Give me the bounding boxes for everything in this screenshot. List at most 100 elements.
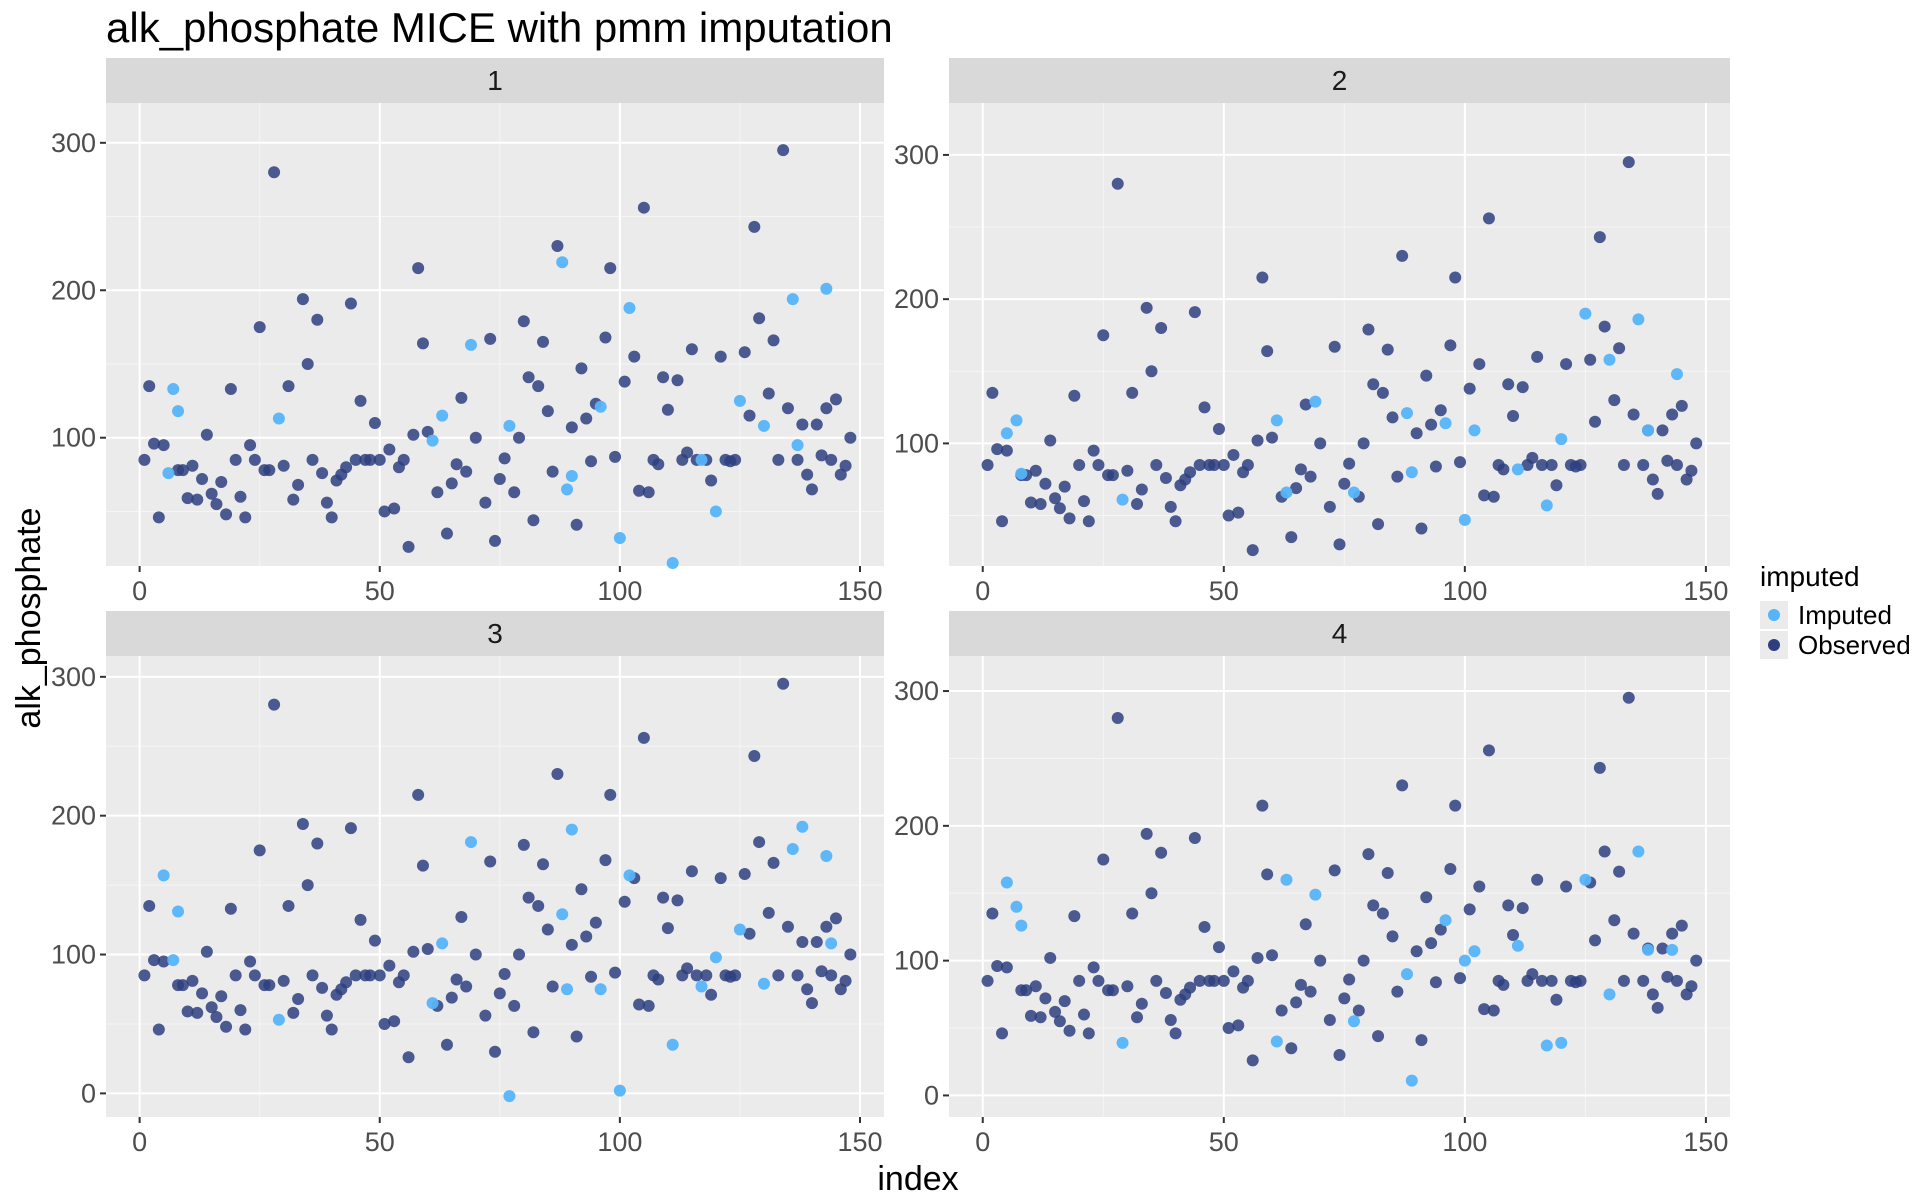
observed-point [1188, 831, 1201, 844]
imputed-point [1116, 493, 1129, 506]
observed-point [729, 453, 742, 466]
observed-point [1294, 978, 1307, 991]
observed-point [368, 934, 381, 947]
observed-point [1381, 867, 1394, 880]
observed-point [1482, 744, 1495, 757]
observed-point [996, 1027, 1009, 1040]
observed-point [416, 337, 429, 350]
observed-point [508, 486, 521, 499]
imputed-point [733, 923, 746, 936]
facet-strip-label: 4 [1332, 618, 1348, 649]
observed-point [1068, 910, 1081, 923]
observed-point [1454, 456, 1467, 469]
observed-point [1266, 431, 1279, 444]
observed-point [767, 856, 780, 869]
observed-point [316, 981, 329, 994]
observed-point [1574, 974, 1587, 987]
observed-point [1232, 506, 1245, 519]
imputed-point [556, 256, 569, 269]
observed-point [729, 969, 742, 982]
observed-point [1150, 459, 1163, 472]
observed-point [349, 453, 362, 466]
imputed-point [1015, 467, 1028, 480]
observed-point [455, 911, 468, 924]
observed-point [263, 464, 276, 477]
observed-point [421, 425, 434, 438]
legend-imputed-dot [1768, 609, 1780, 621]
observed-point [1381, 343, 1394, 356]
observed-point [1637, 974, 1650, 987]
observed-point [489, 534, 501, 547]
observed-point [1082, 515, 1095, 528]
observed-point [469, 431, 482, 444]
observed-point [1169, 515, 1182, 528]
observed-point [220, 508, 233, 521]
observed-point [1425, 418, 1438, 431]
observed-point [637, 731, 650, 744]
observed-point [1135, 483, 1148, 496]
observed-point [1454, 972, 1467, 985]
observed-point [1478, 489, 1491, 502]
observed-point [378, 505, 391, 518]
observed-point [224, 902, 237, 915]
observed-point [469, 948, 482, 961]
observed-point [138, 969, 151, 982]
imputed-point [757, 977, 770, 990]
observed-point [1502, 378, 1515, 391]
observed-point [1627, 927, 1640, 940]
observed-point [1261, 868, 1274, 881]
observed-point [479, 496, 492, 509]
observed-point [1169, 1027, 1182, 1040]
observed-point [1044, 434, 1057, 447]
observed-point [1208, 974, 1221, 987]
observed-point [282, 899, 295, 912]
observed-point [239, 511, 252, 524]
observed-point [825, 969, 838, 982]
observed-point [1367, 378, 1380, 391]
observed-point [1140, 827, 1153, 840]
observed-point [450, 973, 463, 986]
observed-point [1323, 500, 1336, 513]
observed-point [657, 891, 670, 904]
facet-panel-1: 1 0 50 100 150 100 200 300 [51, 58, 884, 606]
imputed-point [436, 409, 449, 422]
imputed-point [1632, 845, 1645, 858]
observed-point [1338, 477, 1351, 490]
imputed-point [167, 383, 180, 396]
x-tick-label: 150 [837, 576, 882, 606]
y-tick-label: 200 [51, 801, 96, 831]
y-tick-label: 100 [51, 940, 96, 970]
imputed-point [1603, 353, 1616, 366]
observed-point [1343, 457, 1356, 470]
chart-title: alk_phosphate MICE with pmm imputation [106, 4, 893, 51]
observed-point [1574, 459, 1587, 472]
observed-point [157, 955, 170, 968]
observed-point [777, 144, 790, 157]
observed-point [1126, 386, 1139, 399]
observed-point [1097, 329, 1110, 342]
imputed-point [623, 301, 636, 314]
observed-point [186, 459, 199, 472]
observed-point [1261, 345, 1274, 358]
observed-point [1000, 444, 1013, 457]
observed-point [772, 453, 785, 466]
observed-point [1362, 848, 1375, 861]
observed-point [1111, 712, 1124, 725]
observed-point [996, 515, 1009, 528]
observed-point [373, 453, 386, 466]
observed-point [402, 1051, 415, 1064]
imputed-point [709, 505, 722, 518]
observed-point [1314, 954, 1327, 967]
observed-point [268, 698, 281, 711]
imputed-point [1458, 513, 1471, 526]
observed-point [1217, 974, 1230, 987]
observed-point [599, 331, 612, 344]
imputed-point [556, 908, 569, 921]
observed-point [1531, 350, 1544, 363]
observed-point [805, 483, 818, 496]
observed-point [229, 453, 242, 466]
observed-point [181, 1005, 194, 1018]
observed-point [1589, 415, 1602, 428]
y-tick-label: 300 [51, 662, 96, 692]
imputed-point [503, 419, 516, 432]
